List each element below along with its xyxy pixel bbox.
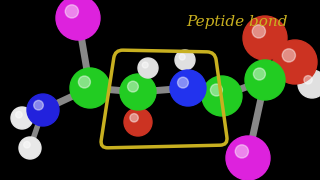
Circle shape: [252, 25, 266, 38]
Circle shape: [202, 76, 242, 116]
Circle shape: [65, 5, 78, 18]
Circle shape: [130, 114, 138, 122]
Circle shape: [282, 49, 295, 62]
Circle shape: [34, 100, 43, 110]
Circle shape: [179, 54, 185, 60]
Circle shape: [128, 81, 138, 92]
Circle shape: [138, 58, 158, 78]
Circle shape: [78, 76, 91, 88]
Circle shape: [142, 62, 148, 68]
Circle shape: [273, 40, 317, 84]
Circle shape: [27, 94, 59, 126]
Circle shape: [170, 70, 206, 106]
Circle shape: [211, 84, 222, 96]
Circle shape: [16, 111, 22, 118]
Circle shape: [19, 137, 41, 159]
Circle shape: [304, 76, 312, 84]
Circle shape: [175, 50, 195, 70]
Circle shape: [56, 0, 100, 40]
Circle shape: [178, 77, 188, 88]
Circle shape: [226, 136, 270, 180]
Circle shape: [11, 107, 33, 129]
Circle shape: [235, 145, 248, 158]
Circle shape: [124, 108, 152, 136]
Circle shape: [298, 70, 320, 98]
Circle shape: [70, 68, 110, 108]
Circle shape: [24, 141, 30, 148]
Circle shape: [245, 60, 285, 100]
Circle shape: [243, 16, 287, 60]
Text: Peptide bond: Peptide bond: [186, 15, 288, 29]
Circle shape: [253, 68, 265, 80]
Circle shape: [120, 74, 156, 110]
